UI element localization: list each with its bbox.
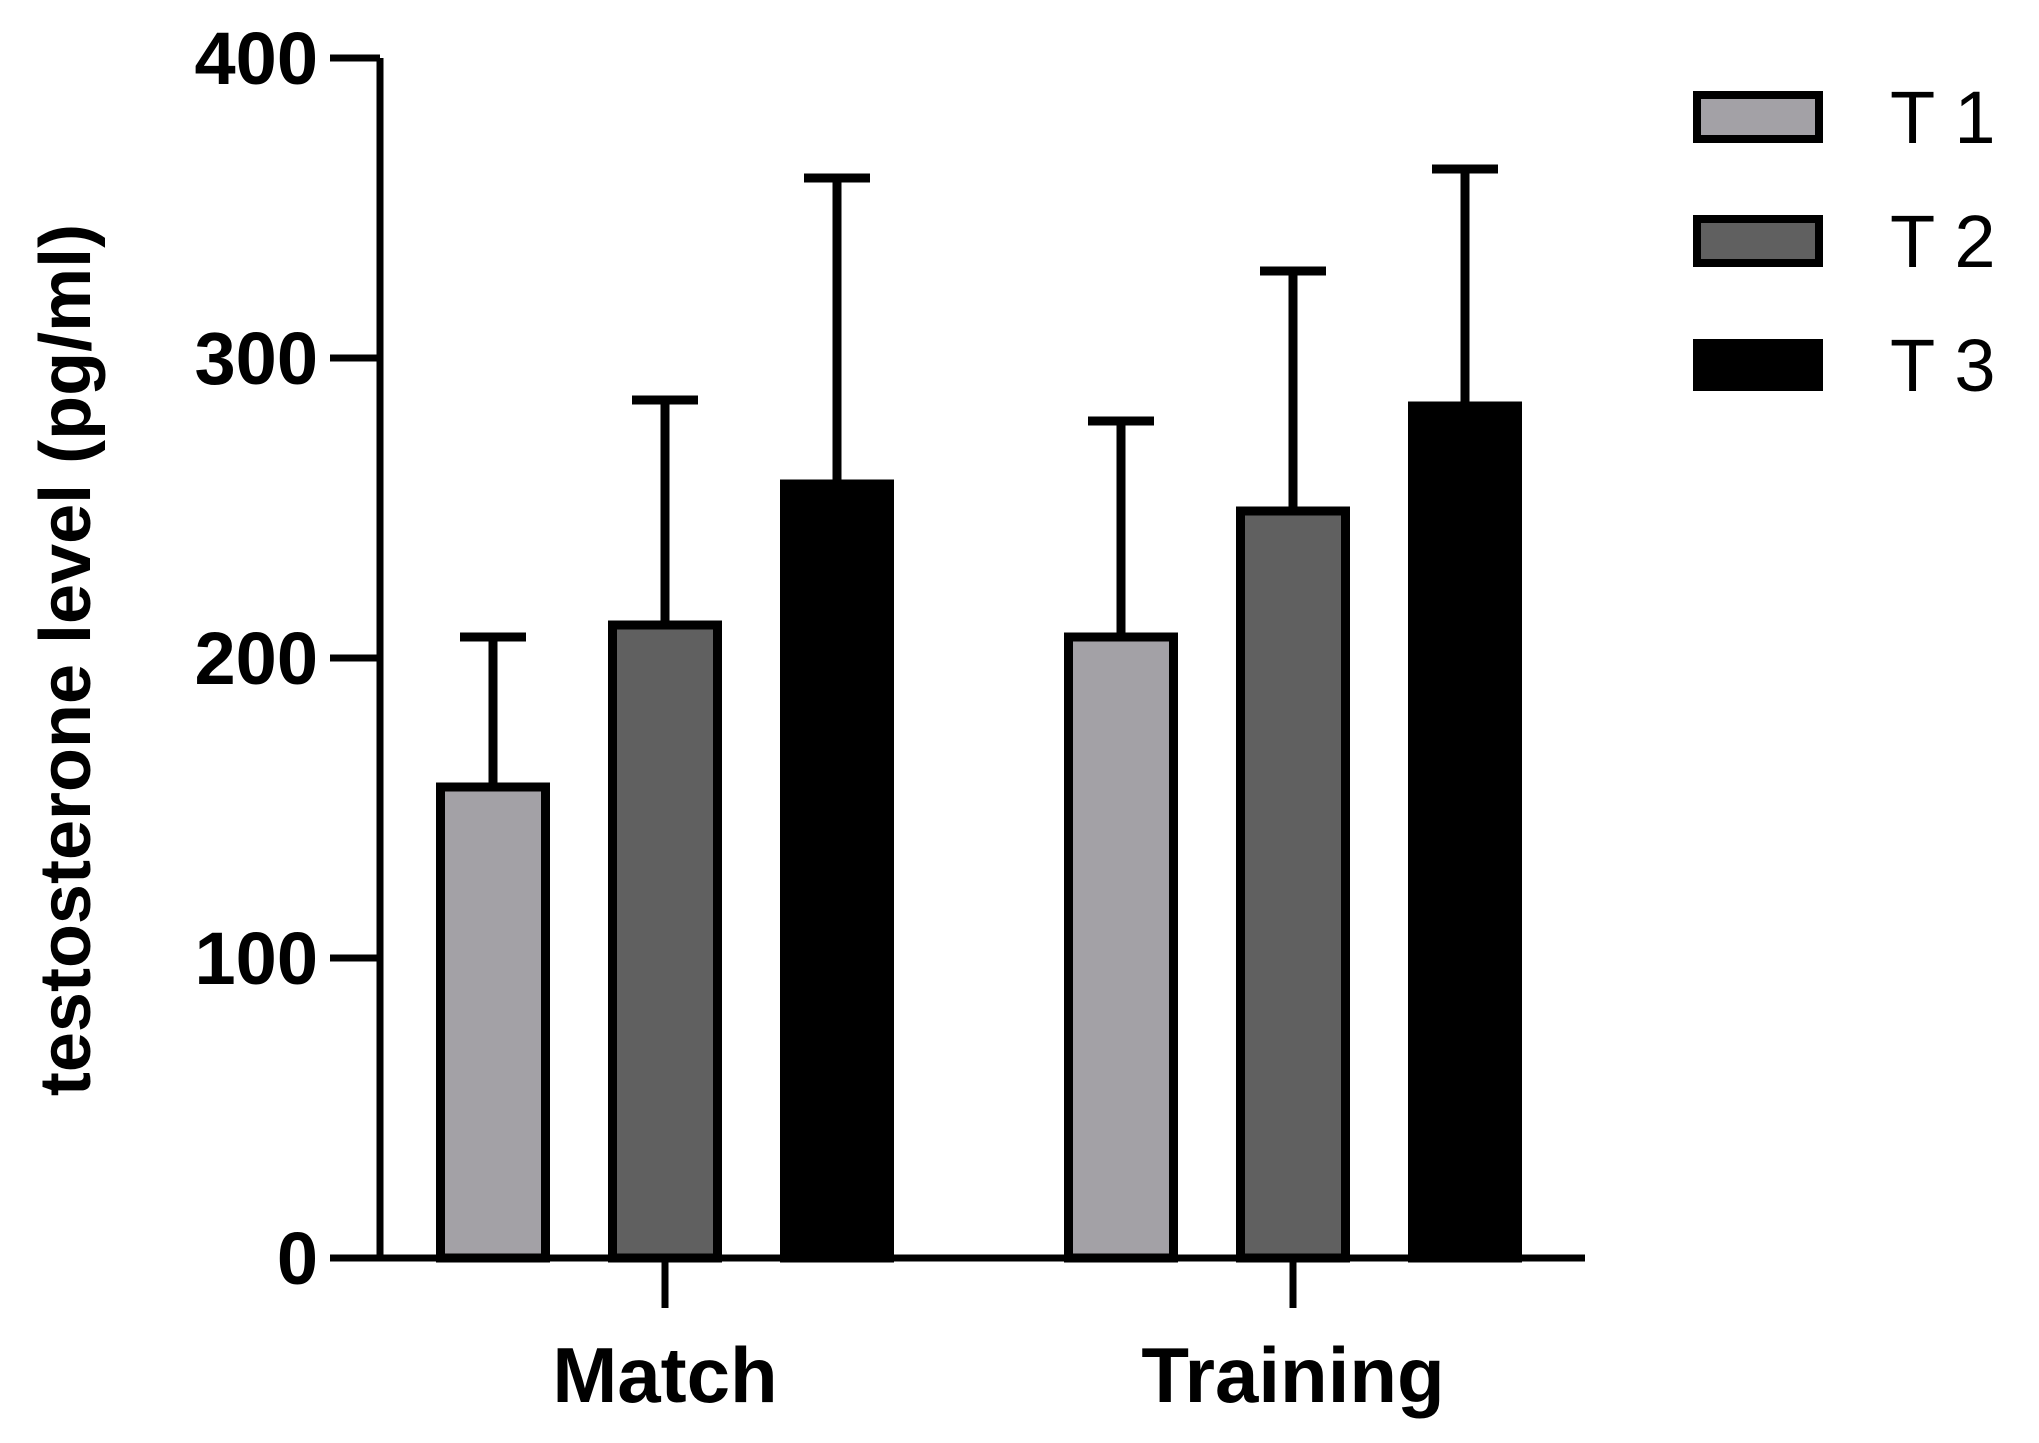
x-tick-label: Training xyxy=(1141,1331,1444,1419)
legend-swatch xyxy=(1693,91,1823,143)
y-tick-label: 0 xyxy=(277,1217,318,1300)
x-axis-ticks: Match Training xyxy=(552,1258,1445,1419)
bar xyxy=(436,782,550,1263)
error-bars xyxy=(460,164,1498,787)
y-tick-label: 400 xyxy=(195,17,318,100)
axes xyxy=(330,58,1585,1262)
legend-label: T 1 xyxy=(1890,76,1996,159)
legend: T 1 T 2 T 3 xyxy=(1693,76,1996,407)
legend-swatch xyxy=(1693,215,1823,267)
bars xyxy=(436,401,1522,1263)
legend-label: T 2 xyxy=(1890,200,1996,283)
bar xyxy=(1064,632,1178,1263)
y-axis-ticks: 0 100 200 300 400 xyxy=(195,17,380,1300)
y-tick-label: 300 xyxy=(195,317,318,400)
bar xyxy=(780,479,894,1263)
x-tick-label: Match xyxy=(552,1331,777,1419)
bar xyxy=(608,620,722,1263)
y-tick-label: 100 xyxy=(195,917,318,1000)
y-tick-label: 200 xyxy=(195,617,318,700)
bar xyxy=(1408,401,1522,1263)
y-axis-title: testosterone level (pg/ml) xyxy=(26,224,106,1096)
legend-label: T 3 xyxy=(1890,324,1996,407)
bar xyxy=(1236,506,1350,1263)
legend-swatch xyxy=(1693,339,1823,391)
